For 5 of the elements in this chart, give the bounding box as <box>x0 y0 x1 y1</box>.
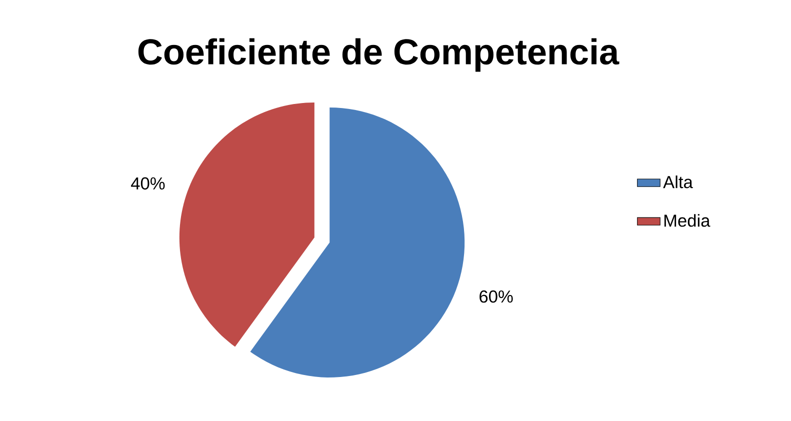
legend-label: Alta <box>663 176 693 188</box>
data-label: 40% <box>131 177 165 190</box>
chart-title: Coeficiente de Competencia <box>138 38 620 72</box>
data-label: 60% <box>480 290 513 303</box>
legend-label: Media <box>664 214 710 227</box>
